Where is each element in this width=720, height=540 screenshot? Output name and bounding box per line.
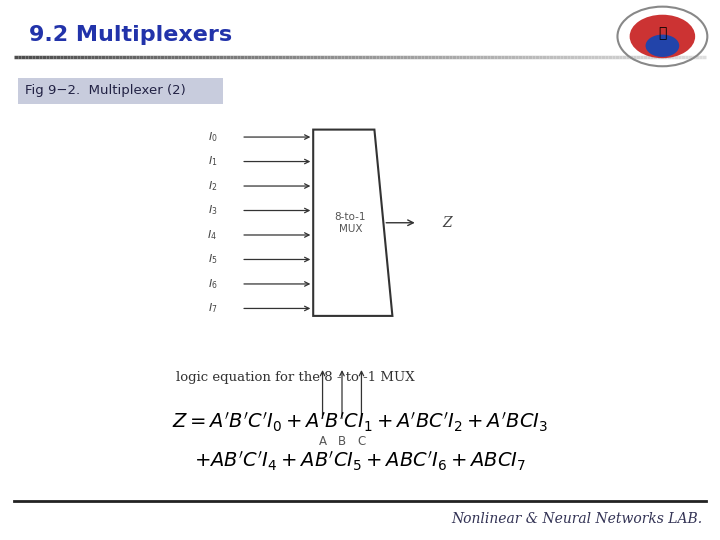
Text: B: B (338, 435, 346, 448)
Text: Fig 9−2.  Multiplexer (2): Fig 9−2. Multiplexer (2) (25, 84, 186, 97)
Text: 9.2 Multiplexers: 9.2 Multiplexers (29, 25, 232, 45)
Text: Nonlinear & Neural Networks LAB.: Nonlinear & Neural Networks LAB. (451, 512, 702, 526)
Text: $Z = A'B'C'I_0 + A'B'CI_1 + A'BC'I_2 + A'BCI_3$: $Z = A'B'C'I_0 + A'B'CI_1 + A'BC'I_2 + A… (172, 410, 548, 434)
Circle shape (630, 15, 696, 58)
Text: $I_3$: $I_3$ (207, 204, 217, 218)
Text: A: A (318, 435, 327, 448)
Text: $I_2$: $I_2$ (207, 179, 217, 193)
Text: C: C (357, 435, 366, 448)
Text: 8-to-1
MUX: 8-to-1 MUX (335, 212, 366, 234)
Text: $I_7$: $I_7$ (207, 301, 217, 315)
Text: Z: Z (443, 216, 452, 229)
Text: $I_6$: $I_6$ (207, 277, 217, 291)
Text: $I_5$: $I_5$ (207, 253, 217, 266)
Text: 🔥: 🔥 (658, 26, 667, 40)
Text: $I_0$: $I_0$ (207, 130, 217, 144)
Text: logic equation for the 8 - to -1 MUX: logic equation for the 8 - to -1 MUX (176, 372, 415, 384)
Text: $I_4$: $I_4$ (207, 228, 217, 242)
Text: $I_1$: $I_1$ (207, 154, 217, 168)
Circle shape (646, 35, 679, 57)
Text: $+ AB'C'I_4 + AB'CI_5 + ABC'I_6 + ABCI_7$: $+ AB'C'I_4 + AB'CI_5 + ABC'I_6 + ABCI_7… (194, 450, 526, 474)
Bar (18, 78, 223, 104)
Polygon shape (313, 130, 392, 316)
